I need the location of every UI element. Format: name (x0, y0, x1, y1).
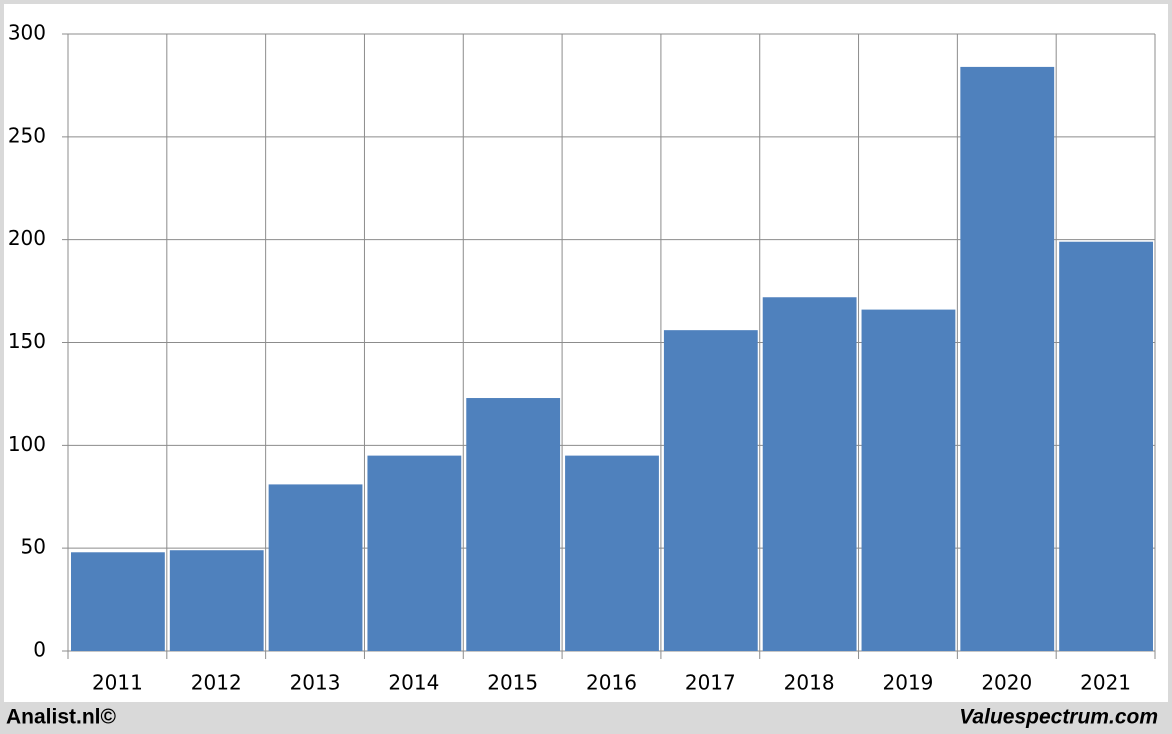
x-tick-label: 2017 (685, 671, 736, 695)
x-tick-label: 2021 (1080, 671, 1131, 695)
footer-left: Analist.nl© (6, 706, 117, 729)
bar (663, 330, 758, 651)
y-tick-label: 150 (8, 329, 46, 353)
y-tick-label: 50 (21, 535, 46, 559)
y-tick-label: 200 (8, 226, 46, 250)
x-tick-label: 2013 (290, 671, 341, 695)
x-tick-label: 2019 (883, 671, 934, 695)
bar (466, 398, 561, 651)
bar (861, 309, 956, 651)
bar (367, 455, 462, 651)
x-tick-label: 2012 (191, 671, 242, 695)
x-tick-label: 2016 (586, 671, 637, 695)
bar (565, 455, 659, 651)
bar (169, 550, 264, 651)
x-tick-label: 2014 (388, 671, 439, 695)
bar (1059, 241, 1153, 651)
x-tick-label: 2018 (784, 671, 835, 695)
y-tick-label: 250 (8, 123, 46, 147)
y-tick-label: 100 (8, 432, 46, 456)
bar (960, 66, 1055, 651)
x-tick-label: 2020 (981, 671, 1032, 695)
y-tick-label: 300 (8, 21, 46, 45)
bar (268, 484, 363, 651)
x-tick-label: 2011 (92, 671, 143, 695)
bar (71, 552, 165, 651)
y-tick-label: 0 (33, 638, 46, 662)
bar (762, 297, 857, 651)
x-tick-label: 2015 (487, 671, 538, 695)
footer-right: Valuespectrum.com (959, 706, 1158, 729)
